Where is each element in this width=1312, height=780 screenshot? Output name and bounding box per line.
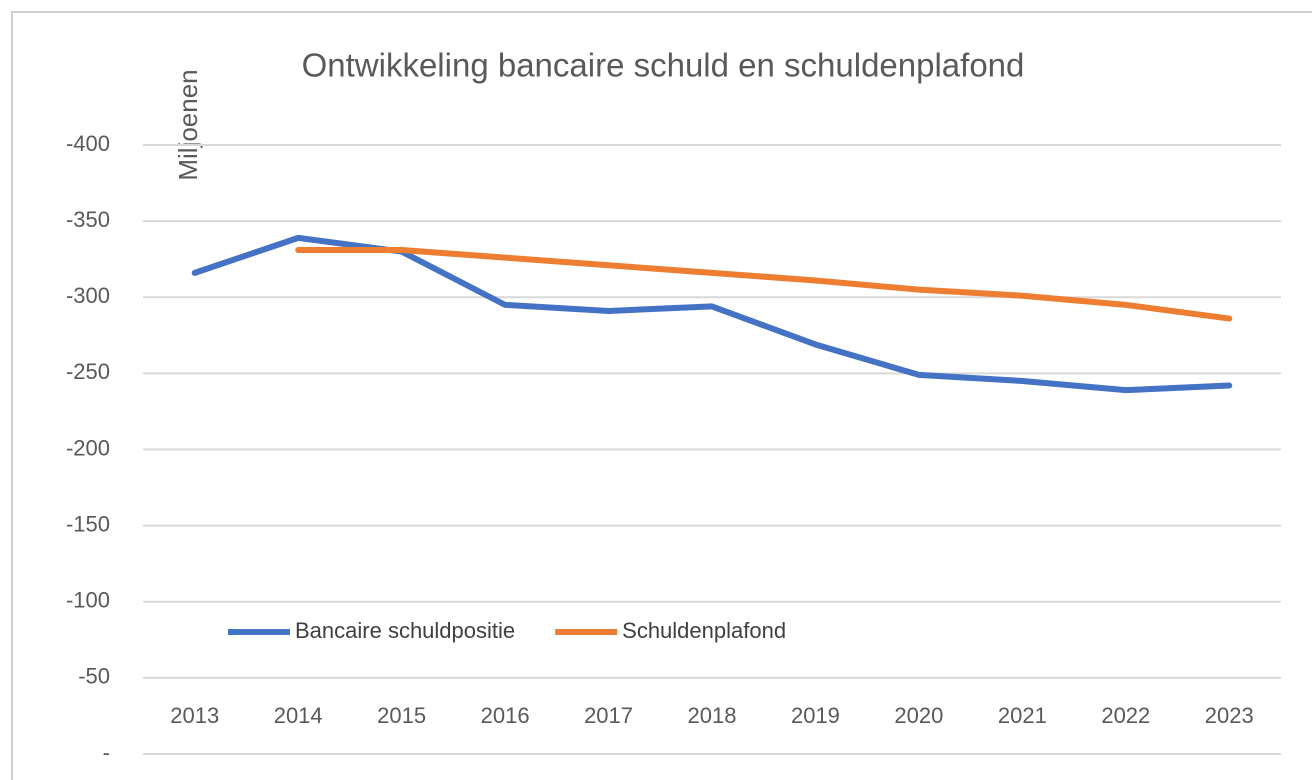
y-tick-label: -200 xyxy=(66,435,110,460)
y-tick-label: - xyxy=(103,740,110,765)
y-tick-label: -250 xyxy=(66,359,110,384)
y-tick-label: -300 xyxy=(66,283,110,308)
x-tick-label: 2020 xyxy=(894,703,943,728)
x-tick-label: 2021 xyxy=(998,703,1047,728)
x-tick-label: 2018 xyxy=(688,703,737,728)
x-tick-label: 2014 xyxy=(274,703,323,728)
y-tick-label: -400 xyxy=(66,131,110,156)
x-tick-label: 2017 xyxy=(584,703,633,728)
series-line xyxy=(191,234,1233,394)
y-tick-label: -50 xyxy=(78,664,110,689)
y-tick-label: -350 xyxy=(66,207,110,232)
y-axis-title: Miljoenen xyxy=(173,69,203,180)
x-tick-label: 2013 xyxy=(170,703,219,728)
x-tick-label: 2015 xyxy=(377,703,426,728)
legend-label: Schuldenplafond xyxy=(622,618,786,643)
y-tick-label: -150 xyxy=(66,511,110,536)
x-tick-label: 2022 xyxy=(1101,703,1150,728)
y-tick-label: -100 xyxy=(66,588,110,613)
x-tick-label: 2023 xyxy=(1205,703,1254,728)
x-tick-label: 2019 xyxy=(791,703,840,728)
legend-label: Bancaire schuldpositie xyxy=(295,618,515,643)
series-line xyxy=(295,247,1233,322)
chart-frame xyxy=(11,11,1312,780)
x-tick-label: 2016 xyxy=(481,703,530,728)
chart-title: Ontwikkeling bancaire schuld en schulden… xyxy=(302,47,1025,84)
